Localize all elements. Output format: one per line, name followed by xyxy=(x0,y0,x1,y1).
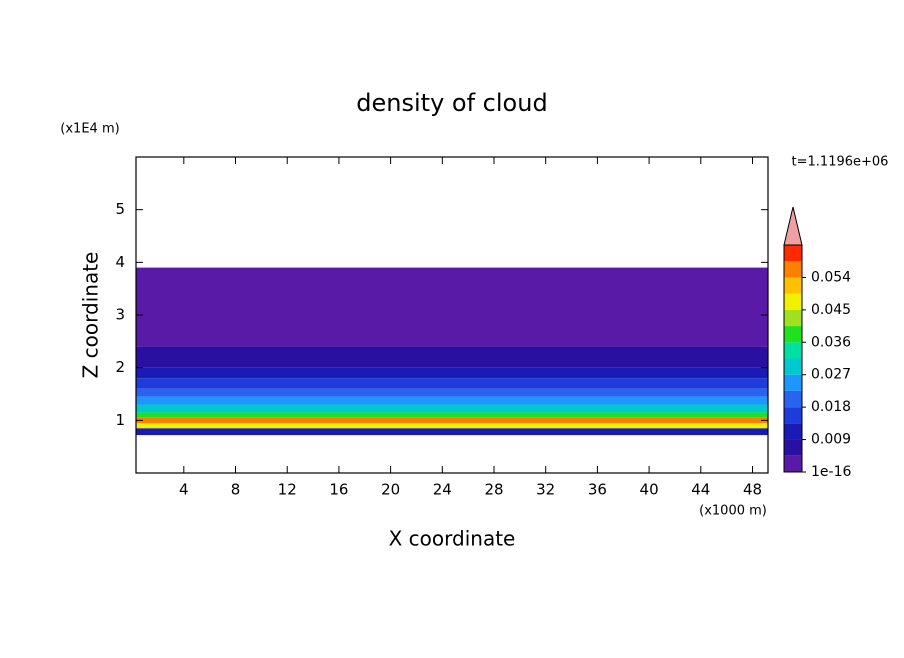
colorbar-tick-label: 0.054 xyxy=(811,269,851,285)
colorbar-tick-label: 0.036 xyxy=(811,334,851,350)
x-axis-label: X coordinate xyxy=(389,527,516,551)
density-band xyxy=(136,378,768,389)
colorbar-swatch xyxy=(784,439,802,456)
y-tick-label: 3 xyxy=(115,306,125,324)
colorbar-swatch xyxy=(784,261,802,278)
density-band xyxy=(136,315,768,347)
x-tick-label: 12 xyxy=(278,481,297,499)
colorbar-extension xyxy=(783,206,803,246)
colorbar-swatch xyxy=(784,245,802,262)
density-band xyxy=(136,267,768,315)
y-tick-label: 1 xyxy=(115,411,125,429)
colorbar-swatch xyxy=(784,358,802,375)
density-band xyxy=(136,428,768,436)
colorbar-swatch xyxy=(784,374,802,391)
x-tick-label: 32 xyxy=(536,481,555,499)
y-tick-label: 2 xyxy=(115,358,125,376)
x-unit: (x1000 m) xyxy=(699,504,767,519)
y-unit: (x1E4 m) xyxy=(60,122,119,137)
colorbar-tick-label: 0.045 xyxy=(811,302,851,318)
colorbar-swatch xyxy=(784,407,802,424)
colorbar-swatch xyxy=(784,455,802,472)
x-tick-label: 16 xyxy=(329,481,348,499)
x-tick-label: 36 xyxy=(588,481,607,499)
density-band xyxy=(136,422,768,429)
density-band xyxy=(136,396,768,405)
density-band xyxy=(136,417,768,423)
x-tick-label: 48 xyxy=(743,481,762,499)
colorbar-tick-label: 0.027 xyxy=(811,367,851,383)
colorbar-swatch xyxy=(784,342,802,359)
colorbar-swatch xyxy=(784,309,802,327)
x-tick-label: 20 xyxy=(381,481,400,499)
density-band xyxy=(136,346,768,368)
x-tick-label: 24 xyxy=(433,481,452,499)
colorbar-swatch xyxy=(784,277,802,294)
y-axis-label: Z coordinate xyxy=(79,252,103,379)
colorbar-swatch xyxy=(784,293,802,310)
colorbar-frame xyxy=(783,244,803,473)
colorbar-tick-label: 0.009 xyxy=(811,432,851,448)
time-label: t=1.1196e+06 xyxy=(792,155,889,170)
colorbar-swatch xyxy=(784,423,802,440)
colorbar-tick-label: 0.018 xyxy=(811,399,851,415)
x-tick-label: 4 xyxy=(179,481,189,499)
density-band xyxy=(136,404,768,413)
y-tick-label: 4 xyxy=(115,253,125,271)
x-tick-label: 40 xyxy=(640,481,659,499)
density-band xyxy=(136,388,768,397)
colorbar-swatch xyxy=(784,390,802,408)
density-band xyxy=(136,412,768,418)
colorbar-tick-label: 1e-16 xyxy=(811,464,851,480)
x-tick-label: 28 xyxy=(484,481,503,499)
colorbar-swatch xyxy=(784,326,802,343)
y-tick-label: 5 xyxy=(115,200,125,218)
density-band xyxy=(136,367,768,379)
chart-title: density of cloud xyxy=(356,89,547,117)
x-tick-label: 8 xyxy=(231,481,241,499)
x-tick-label: 44 xyxy=(691,481,710,499)
